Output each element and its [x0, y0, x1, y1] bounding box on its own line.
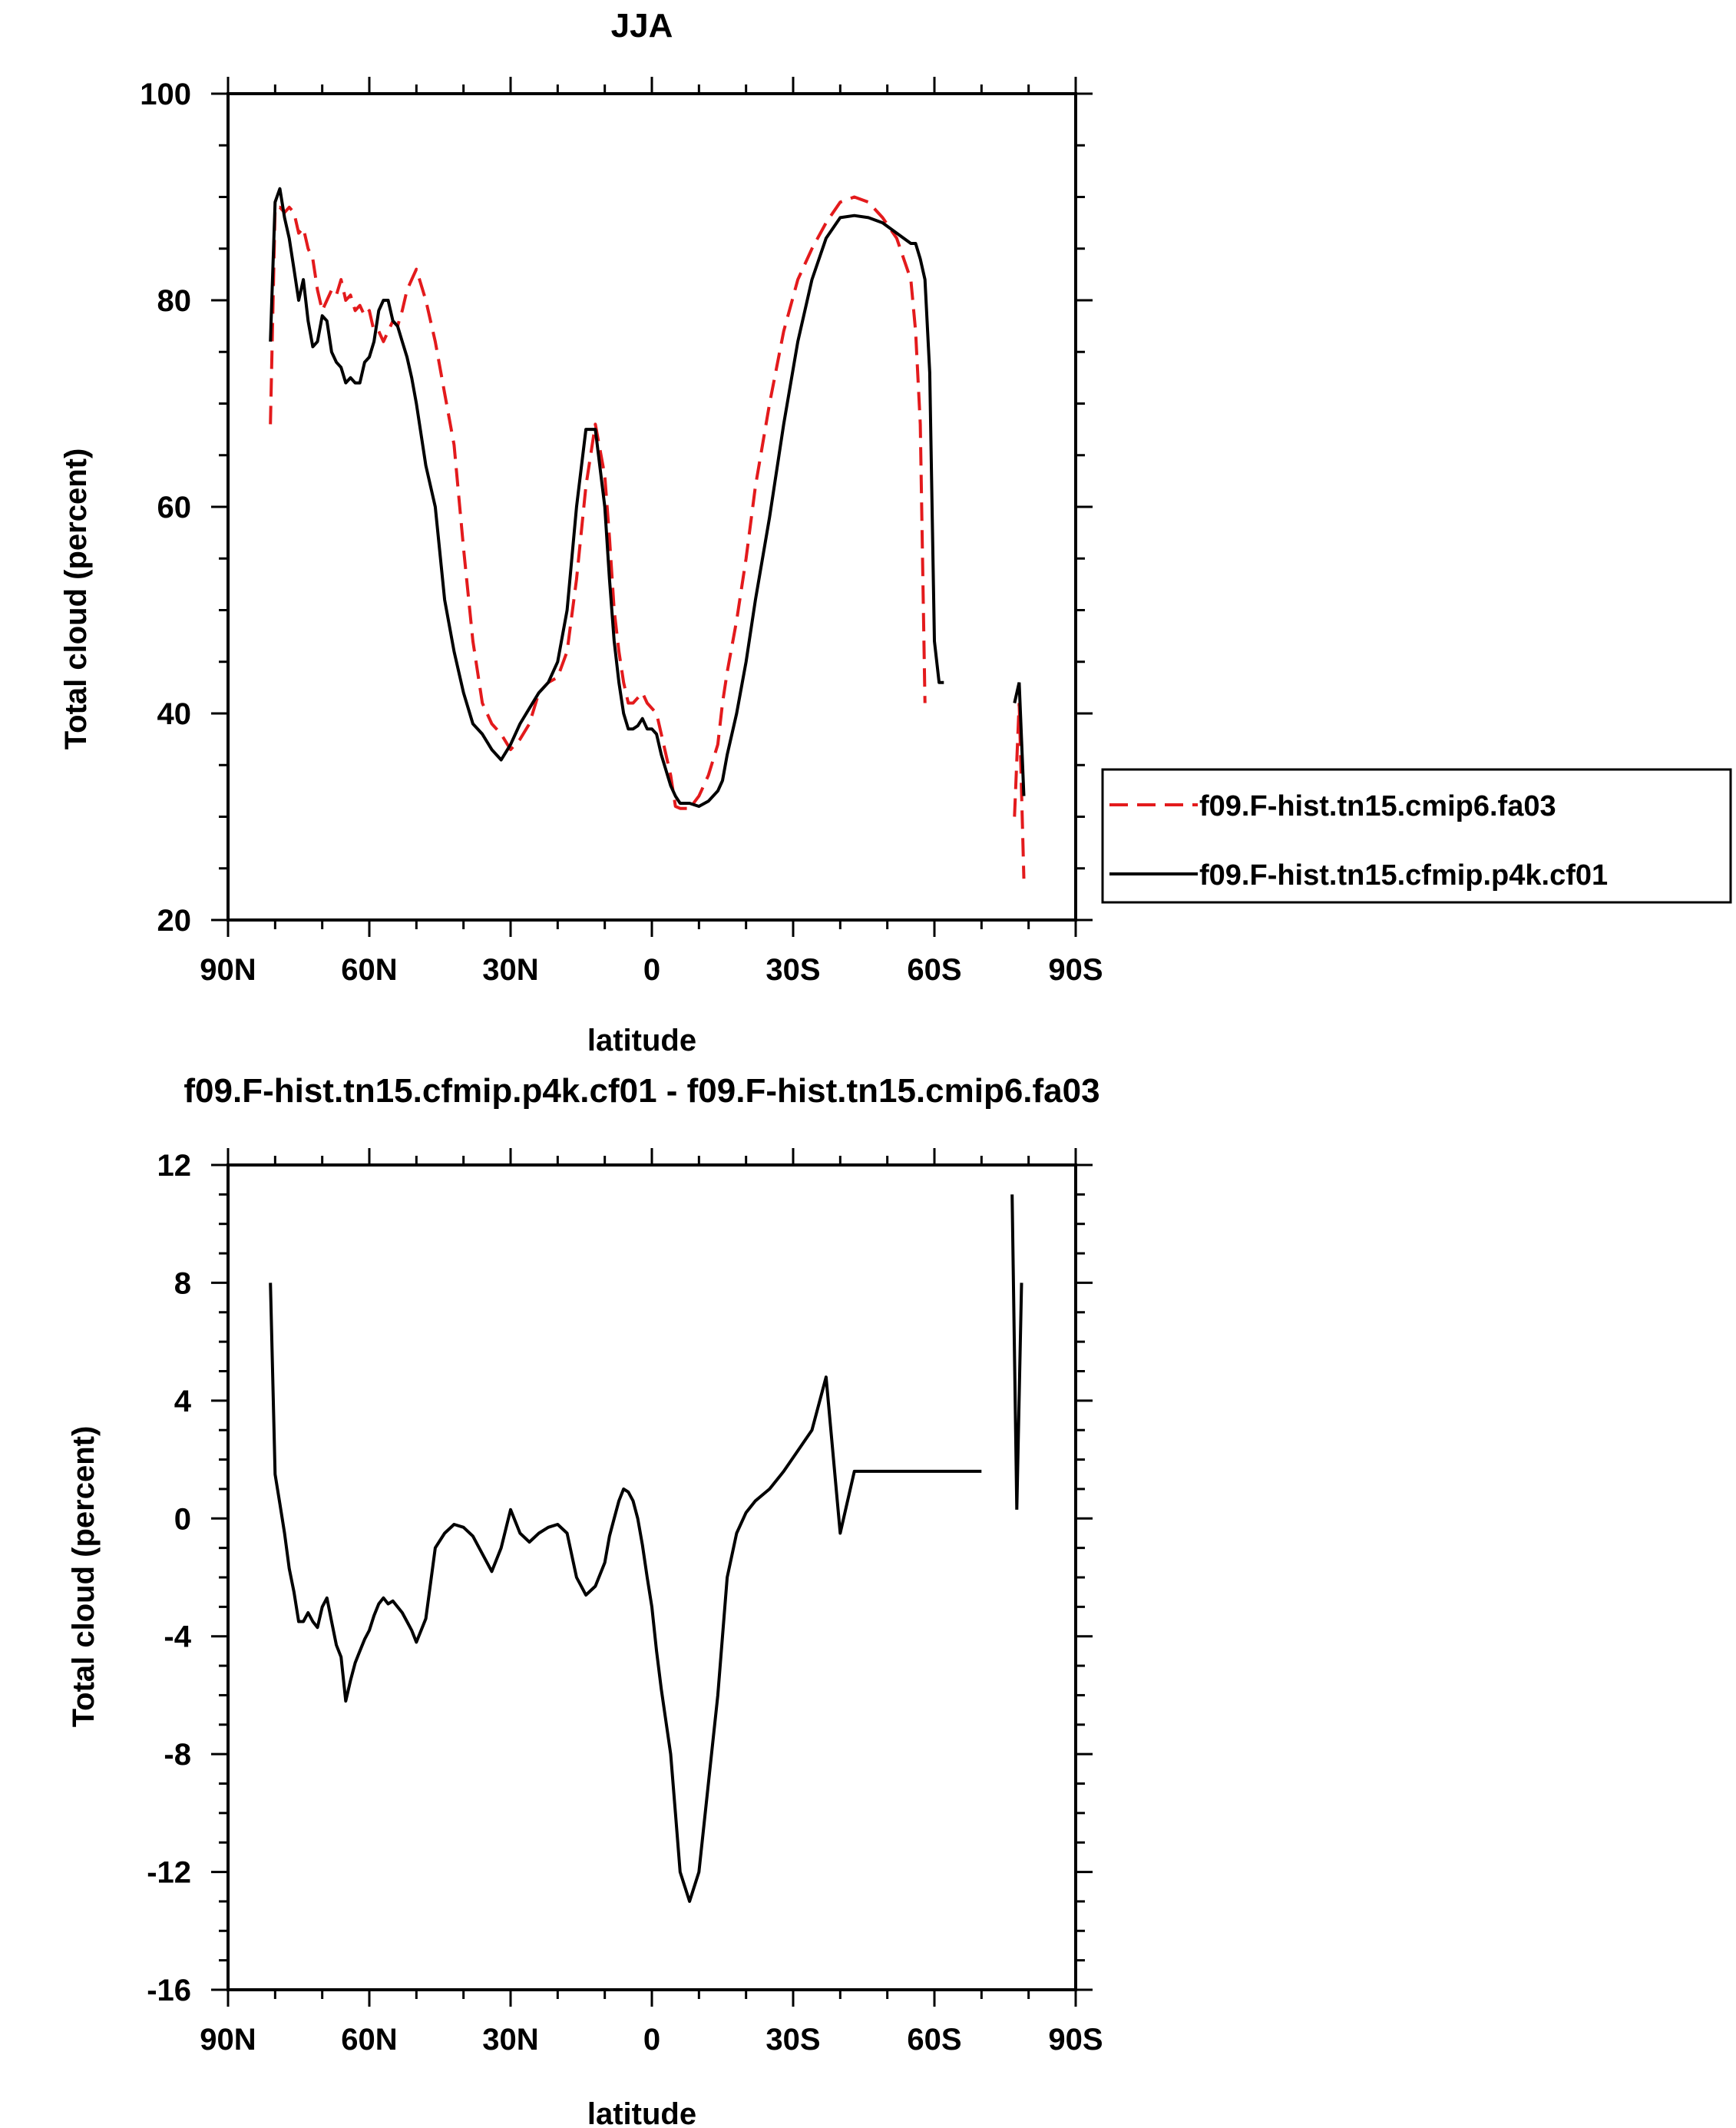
chart1-ylabel: Total cloud (percent): [59, 448, 93, 750]
y-tick-label: -8: [164, 1738, 191, 1772]
series-line-tail-p4k: [1013, 682, 1026, 796]
y-tick-label: -12: [147, 1856, 191, 1890]
chart2-xlabel: latitude: [587, 2097, 696, 2128]
chart2-ticks: [211, 1148, 1093, 2007]
chart2-tick-labels: 90N 60N 30N 0 30S 60S 90S -16 -12 -8 -4 0 4 8 12: [147, 1149, 1103, 2057]
y-tick-label: 8: [174, 1266, 191, 1300]
x-tick-label: 30S: [765, 2023, 820, 2057]
y-tick-label: 80: [157, 284, 192, 318]
y-tick-label: -16: [147, 1974, 191, 2007]
x-tick-label: 30S: [765, 953, 820, 987]
y-tick-label: 4: [174, 1385, 192, 1418]
chart2-lines: [269, 1194, 1023, 1903]
chart1-title: JJA: [611, 7, 673, 45]
x-tick-label: 0: [643, 2023, 660, 2057]
series-line-c1-1: [269, 187, 944, 808]
chart1-ticks: [211, 77, 1093, 937]
y-tick-label: 40: [157, 697, 192, 731]
chart2-plot-frame: [227, 1163, 1077, 1991]
chart1-tick-labels: 90N 60N 30N 0 30S 60S 90S 20 40 60 80 100: [140, 78, 1103, 987]
y-tick-label: 60: [157, 491, 192, 525]
x-tick-label: 60S: [907, 953, 961, 987]
x-tick-label: 60S: [907, 2023, 961, 2057]
chart1-xlabel: latitude: [587, 1024, 696, 1057]
series-line-tail-diff: [1010, 1194, 1023, 1510]
x-tick-label: 90S: [1048, 953, 1103, 987]
legend-frame: [1101, 768, 1732, 904]
x-tick-label: 90N: [200, 953, 256, 987]
chart2-ylabel: Total cloud (percent): [67, 1426, 101, 1728]
series-line-c2-0: [269, 1282, 982, 1903]
chart1-plot-frame: [227, 92, 1077, 922]
x-tick-label: 60N: [341, 2023, 397, 2057]
x-tick-label: 0: [643, 953, 660, 987]
legend-label-cmip6: f09.F-hist.tn15.cmip6.fa03: [1199, 790, 1556, 822]
x-tick-label: 30N: [482, 2023, 538, 2057]
y-tick-label: 20: [157, 904, 192, 938]
legend-label-p4k: f09.F-hist.tn15.cfmip.p4k.cf01: [1199, 859, 1608, 892]
y-tick-label: 0: [174, 1502, 191, 1536]
x-tick-label: 90S: [1048, 2023, 1103, 2057]
x-tick-label: 30N: [482, 953, 538, 987]
chart1-legend: f09.F-hist.tn15.cmip6.fa03 f09.F-hist.tn…: [1101, 768, 1732, 904]
x-tick-label: 90N: [200, 2023, 256, 2057]
y-tick-label: 100: [140, 78, 191, 111]
chart2-title: f09.F-hist.tn15.cfmip.p4k.cf01 - f09.F-h…: [184, 1072, 1099, 1110]
y-tick-label: -4: [164, 1620, 191, 1654]
y-tick-label: 12: [157, 1149, 192, 1183]
series-line-c1-0: [269, 195, 927, 810]
x-tick-label: 60N: [341, 953, 397, 987]
chart1-lines: [269, 187, 1026, 879]
